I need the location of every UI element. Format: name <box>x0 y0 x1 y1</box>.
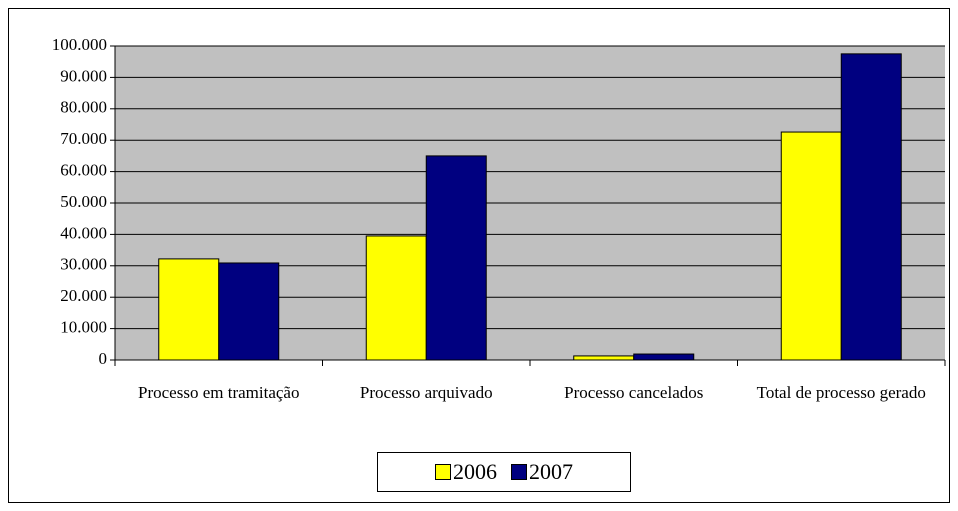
bar <box>365 235 427 361</box>
y-tick-label: 30.000 <box>60 255 107 274</box>
x-tick-label: Total de processo gerado <box>756 383 926 402</box>
y-tick-label: 40.000 <box>60 223 107 242</box>
x-tick-label: Processo em tramitação <box>138 383 300 402</box>
bar <box>573 355 635 361</box>
bar <box>218 262 280 361</box>
bar <box>633 353 695 361</box>
bar <box>425 155 487 361</box>
y-tick-label: 90.000 <box>60 66 107 85</box>
y-tick-label: 0 <box>99 349 108 368</box>
x-tick-label: Processo cancelados <box>564 383 704 402</box>
bar <box>780 131 842 361</box>
legend-label: 2007 <box>529 459 573 484</box>
y-tick-label: 50.000 <box>60 192 107 211</box>
y-tick-label: 60.000 <box>60 161 107 180</box>
y-tick-label: 100.000 <box>52 35 107 54</box>
bar <box>840 53 902 361</box>
legend-swatch <box>435 464 451 480</box>
y-tick-label: 80.000 <box>60 98 107 117</box>
y-tick-label: 10.000 <box>60 318 107 337</box>
y-tick-label: 20.000 <box>60 286 107 305</box>
legend-item: 2006 <box>435 459 497 485</box>
legend-label: 2006 <box>453 459 497 484</box>
legend: 2006 2007 <box>377 452 631 492</box>
legend-item: 2007 <box>511 459 573 485</box>
x-tick-label: Processo arquivado <box>359 383 493 402</box>
y-tick-label: 70.000 <box>60 129 107 148</box>
bar <box>158 258 220 361</box>
legend-swatch <box>511 464 527 480</box>
